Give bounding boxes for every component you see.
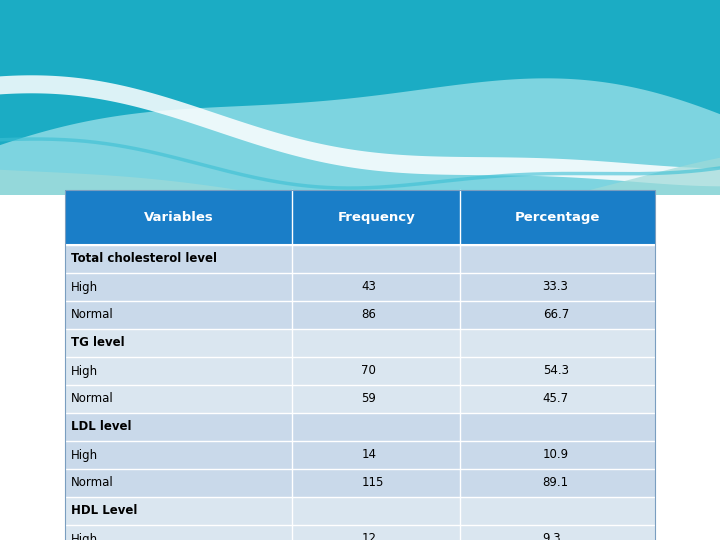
Text: 9.3: 9.3	[543, 532, 562, 540]
Bar	[65, 469, 655, 497]
Text: 59: 59	[361, 393, 376, 406]
Bar	[65, 245, 655, 273]
Text: 54.3: 54.3	[543, 364, 569, 377]
Text: High: High	[71, 280, 98, 294]
Bar	[65, 497, 655, 525]
Text: 33.3: 33.3	[543, 280, 569, 294]
Bar	[65, 329, 655, 357]
Bar	[65, 301, 655, 329]
Bar	[65, 413, 655, 441]
Text: Total cholesterol level: Total cholesterol level	[71, 253, 217, 266]
Bar	[65, 357, 655, 385]
Text: TG level: TG level	[71, 336, 125, 349]
PathPatch shape	[0, 75, 720, 186]
Text: Normal: Normal	[71, 476, 114, 489]
Bar	[65, 441, 655, 469]
Text: Normal: Normal	[71, 308, 114, 321]
Text: High: High	[71, 532, 98, 540]
Text: 89.1: 89.1	[543, 476, 569, 489]
Text: 115: 115	[361, 476, 384, 489]
PathPatch shape	[0, 158, 720, 212]
Text: Percentage: Percentage	[515, 211, 600, 224]
Text: 45.7: 45.7	[543, 393, 569, 406]
Text: Variables: Variables	[144, 211, 213, 224]
Text: High: High	[71, 449, 98, 462]
Text: 14: 14	[361, 449, 377, 462]
Text: 12: 12	[361, 532, 377, 540]
Text: 66.7: 66.7	[543, 308, 569, 321]
Bar	[0, 0, 720, 195]
Text: 43: 43	[361, 280, 376, 294]
Text: LDL level: LDL level	[71, 421, 132, 434]
Text: HDL Level: HDL Level	[71, 504, 138, 517]
Text: Frequency: Frequency	[338, 211, 415, 224]
Bar	[65, 385, 655, 413]
Text: 70: 70	[361, 364, 376, 377]
Text: 86: 86	[361, 308, 376, 321]
Bar	[65, 190, 655, 245]
Text: High: High	[71, 364, 98, 377]
Text: Normal: Normal	[71, 393, 114, 406]
PathPatch shape	[0, 0, 720, 145]
Bar	[65, 190, 655, 540]
Bar	[65, 273, 655, 301]
Text: 10.9: 10.9	[543, 449, 569, 462]
Bar	[65, 525, 655, 540]
